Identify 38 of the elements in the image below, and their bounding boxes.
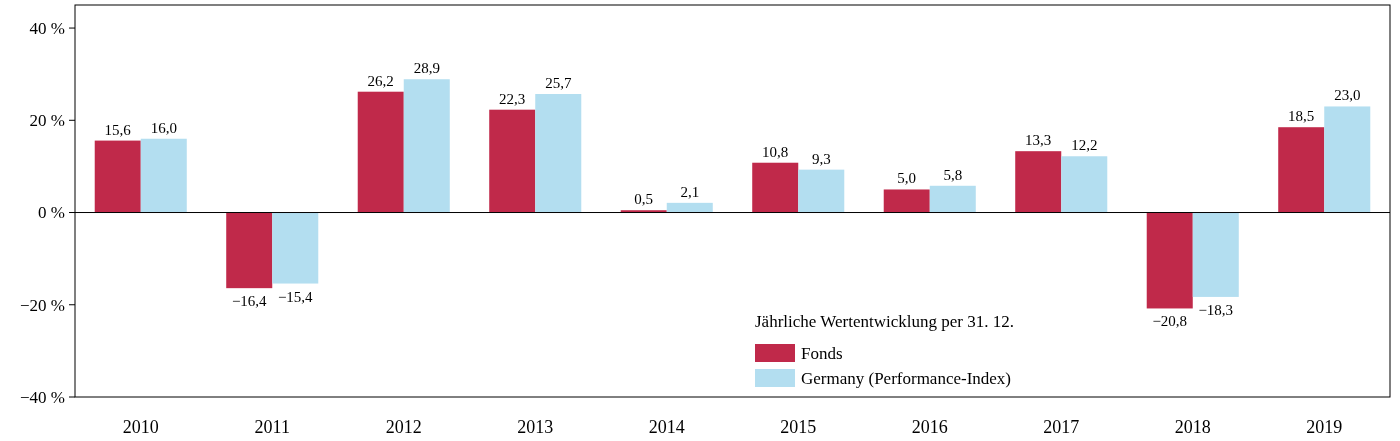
data-label: −16,4: [231, 293, 268, 310]
legend-label: Fonds: [801, 344, 843, 363]
data-label: −15,4: [277, 288, 314, 305]
data-label: 23,0: [1334, 87, 1361, 104]
data-label: 16,0: [150, 119, 177, 136]
data-label: −18,3: [1198, 301, 1234, 318]
x-tick-label: 2013: [517, 417, 554, 437]
x-tick-label: 2012: [385, 417, 422, 437]
legend-label: Germany (Performance-Index): [801, 369, 1012, 388]
x-tick-label: 2014: [648, 417, 685, 437]
x-tick-label: 2015: [780, 417, 817, 437]
data-label: 28,9: [413, 60, 440, 77]
y-tick-label: 0 %: [38, 203, 65, 223]
x-tick-label: 2017: [1043, 417, 1080, 437]
x-tick-label: 2019: [1306, 417, 1343, 437]
data-label: 10,8: [762, 143, 789, 160]
x-tick-label: 2016: [911, 417, 948, 437]
data-label: 25,7: [545, 75, 572, 92]
data-label: 13,3: [1025, 132, 1052, 149]
data-label: 5,8: [943, 166, 963, 183]
data-label: 0,5: [634, 191, 654, 208]
data-label: 5,0: [897, 170, 917, 187]
data-label: −20,8: [1152, 313, 1188, 330]
x-tick-label: 2010: [122, 417, 159, 437]
data-label: 15,6: [104, 121, 132, 138]
data-label: 2,1: [680, 183, 700, 200]
data-label: 12,2: [1071, 137, 1098, 154]
legend-title: Jährliche Wertentwicklung per 31. 12.: [755, 312, 1014, 331]
y-tick-label: 40 %: [29, 19, 65, 39]
y-tick-label: −40 %: [20, 387, 65, 407]
y-tick-label: 20 %: [29, 111, 65, 131]
data-label: 9,3: [811, 150, 831, 167]
data-label: 26,2: [367, 72, 394, 89]
y-tick-label: −20 %: [20, 295, 65, 315]
data-label: 22,3: [499, 90, 526, 107]
x-tick-label: 2018: [1174, 417, 1211, 437]
x-tick-label: 2011: [254, 417, 290, 437]
data-label: 18,5: [1288, 108, 1315, 125]
